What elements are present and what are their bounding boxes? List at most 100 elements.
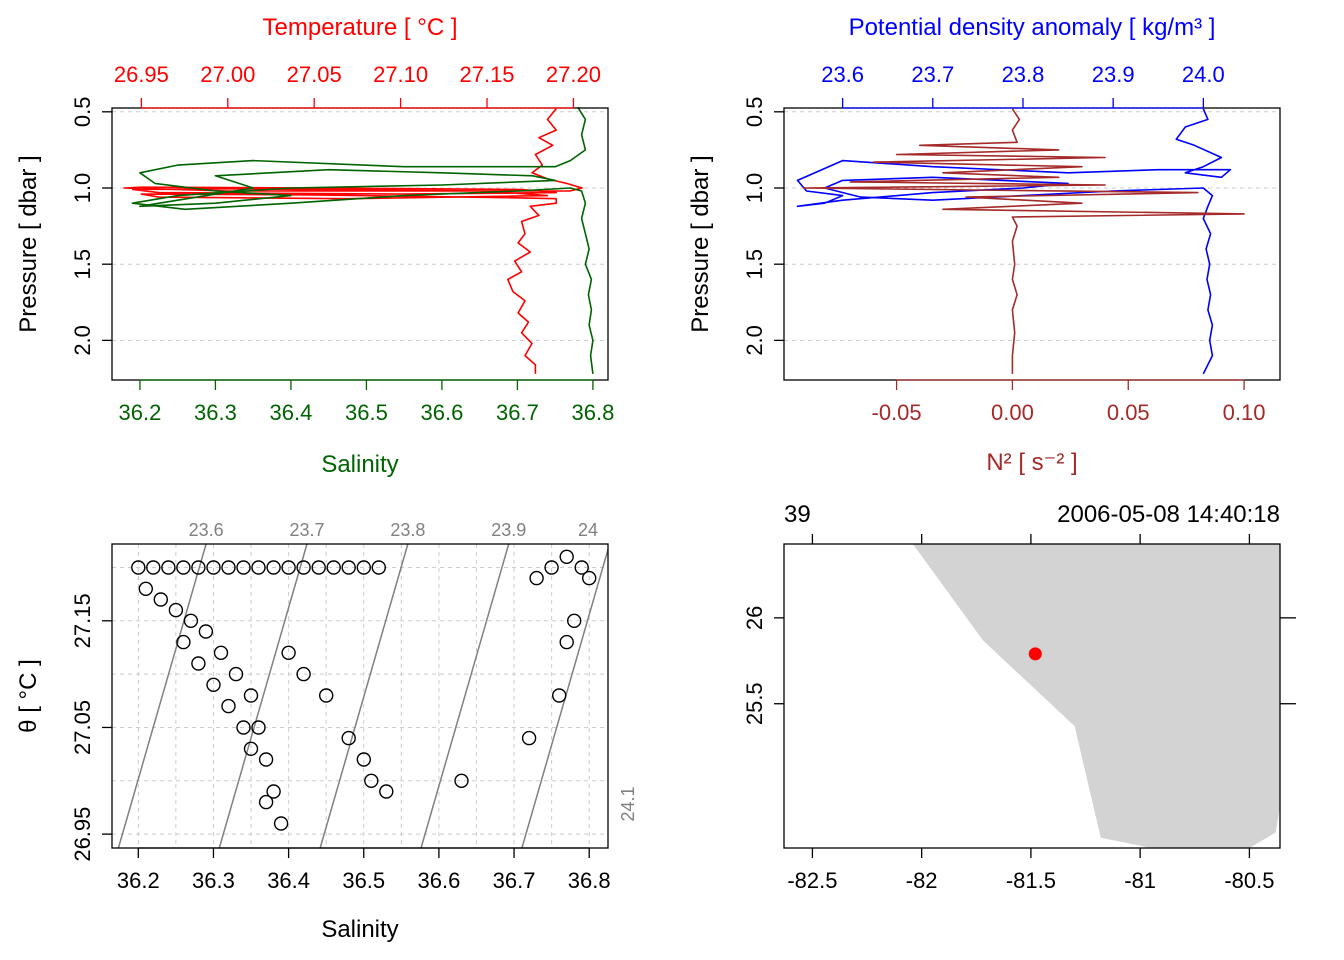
ts-point [552, 688, 567, 703]
ts-point [296, 666, 311, 682]
longitude-tick-label: -82.5 [787, 868, 837, 893]
temperature-line [123, 108, 583, 374]
temperature-tick-label: 27.05 [287, 62, 342, 87]
n2-tick-label: -0.05 [872, 400, 922, 425]
salinity-axis-title: Salinity [321, 451, 398, 478]
ts-salinity-tick-label: 36.3 [192, 868, 235, 893]
n2-line [803, 108, 1245, 374]
density-profile-gridlines [784, 111, 1280, 341]
ts-point [379, 784, 394, 799]
theta-tick-label: 27.05 [70, 700, 95, 755]
ts-point [319, 688, 334, 703]
salinity-tick-label: 36.2 [119, 400, 162, 425]
isopycnal-line [420, 544, 510, 848]
ts-salinity-tick-label: 36.8 [568, 868, 611, 893]
ts-point [206, 560, 221, 575]
pressure-tick-label: 1.5 [70, 249, 95, 280]
ts-point [559, 549, 574, 564]
ts-profile-panel: 26.95 27.00 27.05 27.10 27.15 27.20 36.2 36.3 3… [15, 14, 614, 478]
ts-diagram-gridlines [112, 544, 608, 848]
ts-point [341, 560, 356, 575]
ts-salinity-tick-label: 36.4 [267, 868, 310, 893]
ts-point [176, 634, 191, 650]
ts-salinity-tick-label: 36.7 [493, 868, 536, 893]
ts-profile-series [123, 106, 594, 374]
ts-point [567, 613, 582, 628]
n2-axis-title: N² [ s⁻² ] [986, 449, 1077, 476]
ts-point [544, 560, 559, 575]
ts-point [191, 656, 206, 671]
map-axes: -82.5 -82 -81.5 -81 -80.5 25.5 26 [742, 534, 1296, 893]
pressure-axis-right-panel: 0.5 1.0 1.5 2.0 [742, 97, 784, 356]
station-marker [1028, 647, 1042, 661]
temperature-tick-label: 26.95 [114, 62, 169, 87]
ts-profile-frame [111, 107, 609, 381]
ts-point [168, 602, 184, 618]
ts-point [521, 730, 537, 746]
isopycnal-line [218, 544, 308, 848]
ts-point [251, 720, 266, 735]
ts-diagram-xlabel: Salinity [321, 916, 398, 943]
isopycnal-label: 23.8 [390, 520, 425, 540]
pressure-axis-title: Pressure [ dbar ] [15, 155, 42, 332]
theta-axis: 26.95 27.05 27.15 [70, 593, 112, 862]
pressure-axis: 0.5 1.0 1.5 2.0 [70, 97, 112, 356]
pressure-tick-label: 0.5 [742, 97, 767, 128]
ts-point [574, 560, 589, 575]
pressure-tick-label: 0.5 [70, 97, 95, 128]
isopycnal-labels: 23.6 23.7 23.8 23.9 24 24.1 [189, 520, 638, 822]
ts-point [258, 752, 274, 767]
ts-point [236, 560, 251, 575]
ts-point [529, 570, 544, 586]
density-tick-label: 24.0 [1182, 62, 1225, 87]
ts-point [236, 720, 251, 735]
salinity-tick-label: 36.4 [270, 400, 313, 425]
ts-point [221, 560, 236, 575]
isopycnal-label: 23.9 [491, 520, 526, 540]
isopycnal-lines [117, 544, 608, 848]
density-axis-title: Potential density anomaly [ kg/m³ ] [849, 14, 1216, 41]
ts-point [341, 730, 356, 746]
pressure-tick-label: 1.5 [742, 249, 767, 280]
ts-point [281, 645, 296, 660]
ts-diagram-salinity-axis: 36.2 36.3 36.4 36.5 36.6 36.7 36.8 [117, 847, 611, 893]
ts-point [138, 581, 154, 596]
ts-point [356, 560, 371, 575]
ts-salinity-tick-label: 36.6 [417, 868, 460, 893]
salinity-line [131, 106, 594, 374]
ts-point [131, 560, 146, 575]
density-profile-series [796, 108, 1245, 375]
temperature-tick-label: 27.20 [546, 62, 601, 87]
ts-point [243, 688, 259, 703]
theta-tick-label: 26.95 [70, 807, 95, 862]
isopycnal-label: 23.6 [189, 520, 224, 540]
station-number: 39 [784, 501, 811, 528]
longitude-tick-label: -80.5 [1224, 868, 1274, 893]
temperature-tick-label: 27.10 [373, 62, 428, 87]
station-dot [1028, 647, 1042, 661]
ts-point [228, 666, 244, 682]
ts-salinity-tick-label: 36.5 [342, 868, 385, 893]
ts-point [213, 645, 229, 660]
ts-point [356, 752, 371, 767]
ts-point [266, 784, 281, 799]
salinity-tick-label: 36.7 [496, 400, 539, 425]
ts-point [191, 560, 206, 575]
theta-tick-label: 27.15 [70, 593, 95, 648]
ts-scatter-points [131, 549, 597, 831]
map-frame [783, 543, 1281, 849]
ts-point [281, 560, 296, 575]
isopycnal-line [117, 544, 207, 848]
temperature-tick-label: 27.00 [200, 62, 255, 87]
ts-point [176, 560, 191, 575]
ts-profile-gridlines [112, 111, 608, 341]
ts-point [454, 773, 469, 788]
isopycnal-line [319, 544, 409, 848]
pressure-tick-label: 2.0 [742, 325, 767, 356]
ts-point [251, 560, 266, 575]
land-polygon [912, 544, 1280, 848]
pressure-tick-label: 2.0 [70, 325, 95, 356]
ts-point [258, 794, 274, 810]
ts-point [326, 560, 341, 575]
